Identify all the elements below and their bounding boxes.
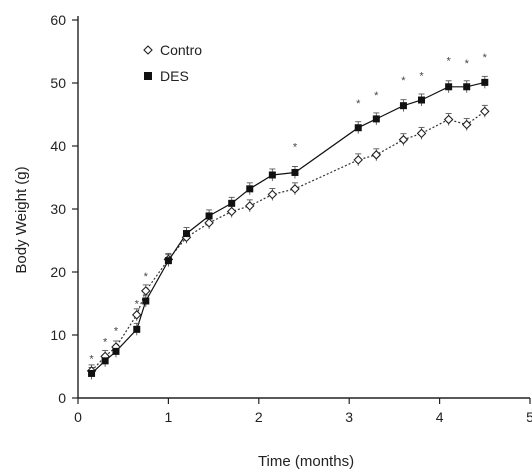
- y-tick-label: 30: [50, 201, 66, 217]
- legend-label-contro: Contro: [160, 42, 202, 58]
- data-markers: [86, 78, 490, 377]
- point-des: [372, 115, 380, 123]
- asterisk: *: [114, 326, 119, 338]
- x-tick-label: 3: [345, 409, 353, 425]
- asterisk: *: [446, 55, 451, 67]
- y-tick-label: 40: [50, 138, 66, 154]
- asterisk: *: [401, 75, 406, 87]
- point-contro: [226, 206, 237, 217]
- asterisk: *: [293, 142, 298, 154]
- point-contro: [371, 150, 382, 160]
- asterisk: *: [135, 299, 140, 311]
- point-contro: [244, 201, 255, 211]
- legend-marker-des: [144, 72, 152, 80]
- asterisk: *: [144, 271, 149, 283]
- asterisk: *: [356, 98, 361, 110]
- error-bars: [88, 75, 488, 380]
- x-tick-label: 1: [165, 409, 173, 425]
- x-axis-label: Time (months): [258, 453, 354, 470]
- legend-marker-contro: [143, 45, 153, 55]
- y-axis-label: Body Weight (g): [13, 166, 30, 273]
- point-des: [418, 96, 426, 104]
- y-tick-label: 20: [50, 264, 66, 280]
- x-tick-label: 4: [436, 409, 444, 425]
- asterisk: *: [483, 52, 488, 64]
- series-line-des: [91, 81, 485, 374]
- point-contro: [290, 184, 300, 194]
- x-tick-label: 2: [255, 409, 263, 425]
- x-tick-label: 5: [526, 409, 532, 425]
- point-contro: [267, 189, 278, 200]
- point-des: [291, 168, 299, 176]
- tick-labels: 0 10 20 30 40 50 60 0 1 2 3 4 5: [50, 12, 532, 425]
- point-contro: [353, 155, 364, 165]
- y-tick-label: 0: [58, 390, 66, 406]
- point-contro: [443, 114, 454, 125]
- series-lines: [91, 81, 486, 374]
- point-des: [133, 325, 141, 333]
- point-des: [101, 357, 109, 365]
- asterisk: *: [89, 353, 94, 365]
- y-tick-label: 10: [50, 327, 66, 343]
- point-des: [205, 212, 213, 220]
- asterisk: *: [419, 70, 424, 82]
- axes: [77, 16, 530, 399]
- point-contro: [204, 218, 214, 228]
- series-line-contro: [91, 110, 486, 372]
- point-des: [399, 102, 407, 110]
- tick-marks: [72, 19, 531, 404]
- point-des: [354, 124, 362, 132]
- point-des: [445, 83, 453, 91]
- y-tick-label: 50: [50, 75, 66, 91]
- point-des: [481, 78, 489, 86]
- point-contro: [480, 106, 490, 117]
- x-tick-label: 0: [74, 409, 82, 425]
- point-contro: [131, 310, 142, 320]
- point-des: [88, 369, 96, 377]
- point-contro: [141, 286, 151, 296]
- legend: Contro DES: [143, 42, 202, 84]
- point-des: [246, 185, 254, 193]
- point-des: [142, 297, 150, 305]
- point-des: [228, 199, 236, 207]
- point-contro: [398, 134, 409, 145]
- point-contro: [461, 119, 472, 130]
- significance-asterisks: * * * * * * * * * * * * *: [89, 52, 487, 365]
- point-des: [112, 347, 120, 355]
- asterisk: *: [374, 90, 379, 102]
- asterisk: *: [465, 58, 470, 70]
- asterisk: *: [103, 336, 108, 348]
- y-tick-label: 60: [50, 12, 66, 28]
- point-contro: [416, 128, 427, 139]
- point-des: [164, 257, 172, 265]
- point-des: [463, 83, 471, 91]
- legend-label-des: DES: [160, 68, 189, 84]
- point-des: [182, 230, 190, 238]
- point-des: [268, 171, 276, 179]
